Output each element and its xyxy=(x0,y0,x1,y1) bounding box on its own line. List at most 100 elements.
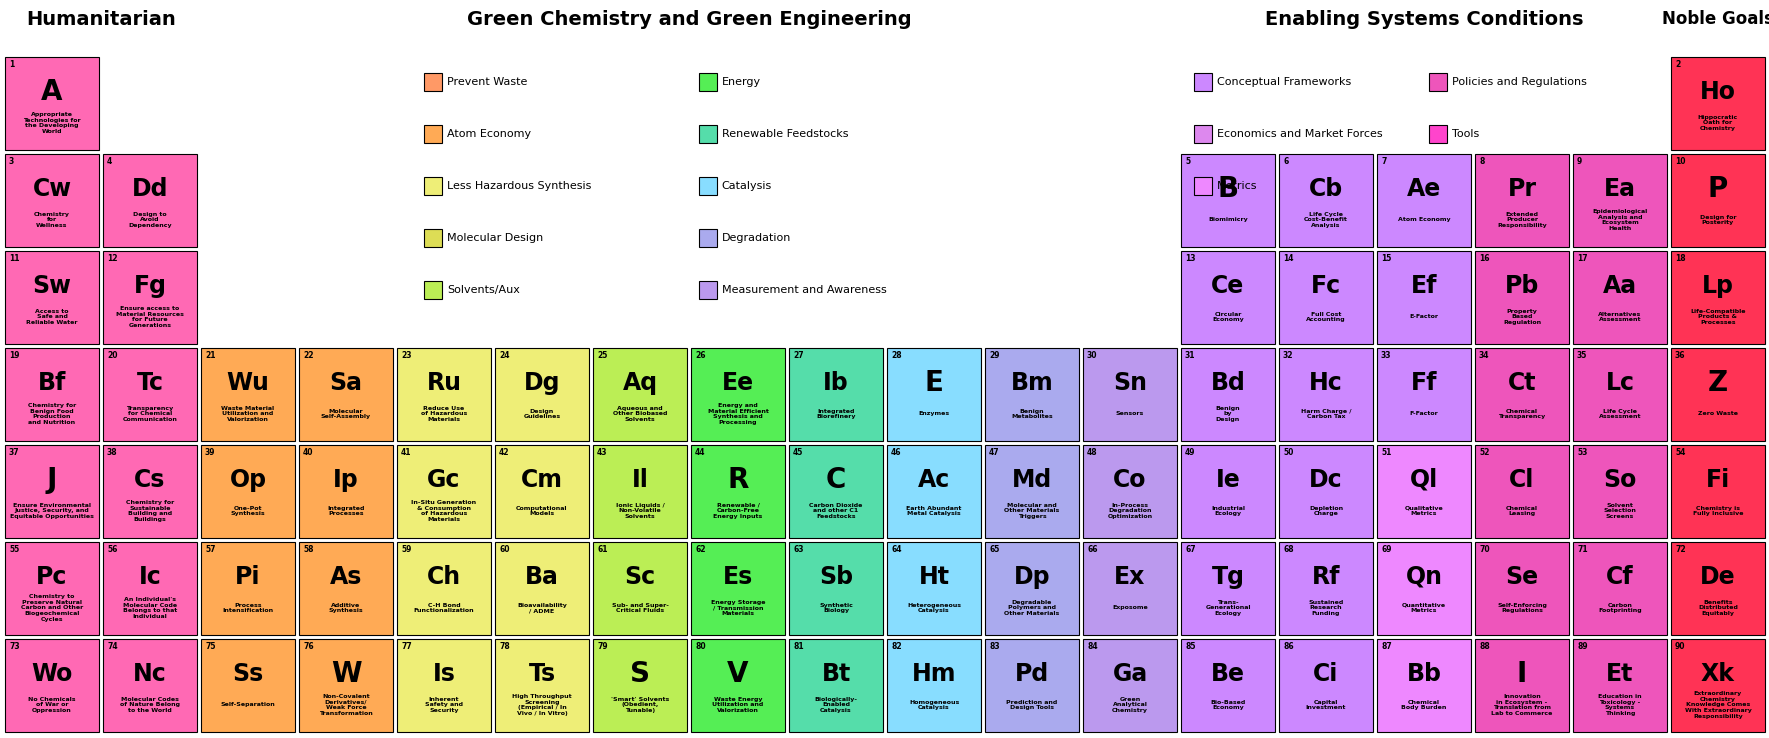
Bar xyxy=(1429,73,1447,91)
Text: B: B xyxy=(1217,175,1238,203)
Text: 55: 55 xyxy=(9,545,19,554)
Text: 67: 67 xyxy=(1185,545,1196,554)
Bar xyxy=(1573,154,1666,247)
Text: Additive
Synthesis: Additive Synthesis xyxy=(329,603,363,613)
Text: 47: 47 xyxy=(989,448,999,457)
Text: 59: 59 xyxy=(402,545,412,554)
Bar xyxy=(985,348,1079,441)
Text: C: C xyxy=(826,466,846,494)
Text: Life Cycle
Assessment: Life Cycle Assessment xyxy=(1599,409,1642,419)
Bar xyxy=(495,348,589,441)
Bar xyxy=(299,639,393,732)
Bar xyxy=(1672,445,1765,538)
Text: Hm: Hm xyxy=(911,662,957,686)
Text: Tools: Tools xyxy=(1452,129,1479,139)
Text: Z: Z xyxy=(1707,369,1728,397)
Text: 37: 37 xyxy=(9,448,19,457)
Text: Sw: Sw xyxy=(32,274,71,298)
Text: 89: 89 xyxy=(1576,642,1587,651)
Text: 61: 61 xyxy=(596,545,607,554)
Bar xyxy=(1279,251,1373,344)
Text: Sn: Sn xyxy=(1113,371,1146,395)
Text: Renewable /
Carbon-Free
Energy Inputs: Renewable / Carbon-Free Energy Inputs xyxy=(713,503,762,519)
Text: In-Situ Generation
& Consumption
of Hazardous
Materials: In-Situ Generation & Consumption of Haza… xyxy=(412,500,476,522)
Text: 19: 19 xyxy=(9,351,19,360)
Text: Ho: Ho xyxy=(1700,80,1735,104)
Text: Wo: Wo xyxy=(32,662,73,686)
Text: 3: 3 xyxy=(9,157,14,166)
Text: Energy Storage
/ Transmission
Materials: Energy Storage / Transmission Materials xyxy=(711,600,766,616)
Bar xyxy=(1475,639,1569,732)
Text: Atom Economy: Atom Economy xyxy=(448,129,531,139)
Text: Wu: Wu xyxy=(226,371,269,395)
Bar xyxy=(103,445,196,538)
Text: Sensors: Sensors xyxy=(1116,411,1145,416)
Text: 62: 62 xyxy=(695,545,706,554)
Text: Design to
Avoid
Dependency: Design to Avoid Dependency xyxy=(127,212,172,228)
Text: Xk: Xk xyxy=(1702,662,1735,686)
Text: 53: 53 xyxy=(1576,448,1587,457)
Text: Ea: Ea xyxy=(1604,177,1636,201)
Text: 68: 68 xyxy=(1283,545,1293,554)
Bar xyxy=(1475,251,1569,344)
Text: 38: 38 xyxy=(106,448,117,457)
Text: 25: 25 xyxy=(596,351,607,360)
Text: An Individual's
Molecular Code
Belongs to that
Individual: An Individual's Molecular Code Belongs t… xyxy=(122,597,177,618)
Text: Tg: Tg xyxy=(1212,565,1245,589)
Text: 87: 87 xyxy=(1382,642,1392,651)
Text: Heterogeneous
Catalysis: Heterogeneous Catalysis xyxy=(907,603,961,613)
Bar xyxy=(1182,639,1275,732)
Text: Ensure Environmental
Justice, Security, and
Equitable Opportunities: Ensure Environmental Justice, Security, … xyxy=(11,503,94,519)
Text: Chemistry
for
Wellness: Chemistry for Wellness xyxy=(34,212,71,228)
Text: Depletion
Charge: Depletion Charge xyxy=(1309,506,1343,516)
Text: Ff: Ff xyxy=(1410,371,1436,395)
Text: 52: 52 xyxy=(1479,448,1489,457)
Text: Prevent Waste: Prevent Waste xyxy=(448,77,527,87)
Text: Co: Co xyxy=(1113,468,1146,492)
Text: 48: 48 xyxy=(1086,448,1097,457)
Bar xyxy=(299,445,393,538)
Bar xyxy=(1573,348,1666,441)
Text: Nc: Nc xyxy=(133,662,166,686)
Text: Cw: Cw xyxy=(32,177,71,201)
Text: 1: 1 xyxy=(9,60,14,69)
Bar xyxy=(1573,445,1666,538)
Text: J: J xyxy=(46,466,57,494)
Bar xyxy=(1083,445,1176,538)
Text: Ic: Ic xyxy=(138,565,161,589)
Bar xyxy=(1475,445,1569,538)
Text: 39: 39 xyxy=(205,448,216,457)
Text: 27: 27 xyxy=(793,351,803,360)
Text: 63: 63 xyxy=(793,545,803,554)
Bar xyxy=(202,445,295,538)
Bar xyxy=(1182,445,1275,538)
Text: Pd: Pd xyxy=(1015,662,1049,686)
Text: Ip: Ip xyxy=(333,468,359,492)
Bar xyxy=(1573,542,1666,635)
Text: Design
Guidelines: Design Guidelines xyxy=(524,409,561,419)
Text: 20: 20 xyxy=(106,351,117,360)
Text: 17: 17 xyxy=(1576,254,1587,263)
Text: 7: 7 xyxy=(1382,157,1387,166)
Text: F-Factor: F-Factor xyxy=(1410,411,1438,416)
Text: Ch: Ch xyxy=(426,565,462,589)
Text: Is: Is xyxy=(433,662,455,686)
Text: Sb: Sb xyxy=(819,565,853,589)
Bar xyxy=(1573,251,1666,344)
Text: Inherent
Safety and
Security: Inherent Safety and Security xyxy=(425,697,463,713)
Bar xyxy=(1182,154,1275,247)
Text: Synthetic
Biology: Synthetic Biology xyxy=(819,603,853,613)
Text: Energy: Energy xyxy=(722,77,761,87)
Text: Enzymes: Enzymes xyxy=(918,411,950,416)
Bar xyxy=(789,639,883,732)
Bar xyxy=(5,251,99,344)
Text: 15: 15 xyxy=(1382,254,1392,263)
Bar xyxy=(425,281,442,299)
Bar xyxy=(396,348,492,441)
Bar xyxy=(5,542,99,635)
Bar xyxy=(1083,639,1176,732)
Bar xyxy=(593,639,686,732)
Text: Zero Waste: Zero Waste xyxy=(1698,411,1737,416)
Text: 22: 22 xyxy=(302,351,313,360)
Text: Degradable
Polymers and
Other Materials: Degradable Polymers and Other Materials xyxy=(1005,600,1060,616)
